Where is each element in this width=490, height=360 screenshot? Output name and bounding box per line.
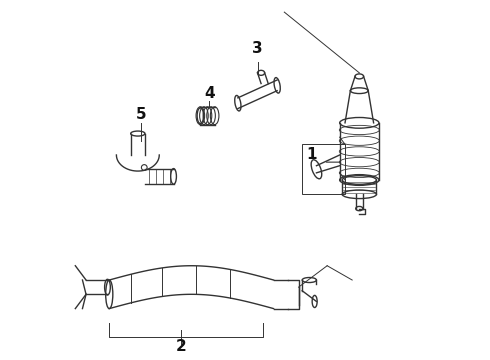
Text: 4: 4 bbox=[204, 86, 215, 101]
Text: 5: 5 bbox=[136, 107, 147, 122]
Text: 1: 1 bbox=[306, 147, 317, 162]
Text: 2: 2 bbox=[175, 339, 186, 355]
Text: 3: 3 bbox=[252, 41, 263, 56]
Bar bbox=[302, 144, 345, 194]
